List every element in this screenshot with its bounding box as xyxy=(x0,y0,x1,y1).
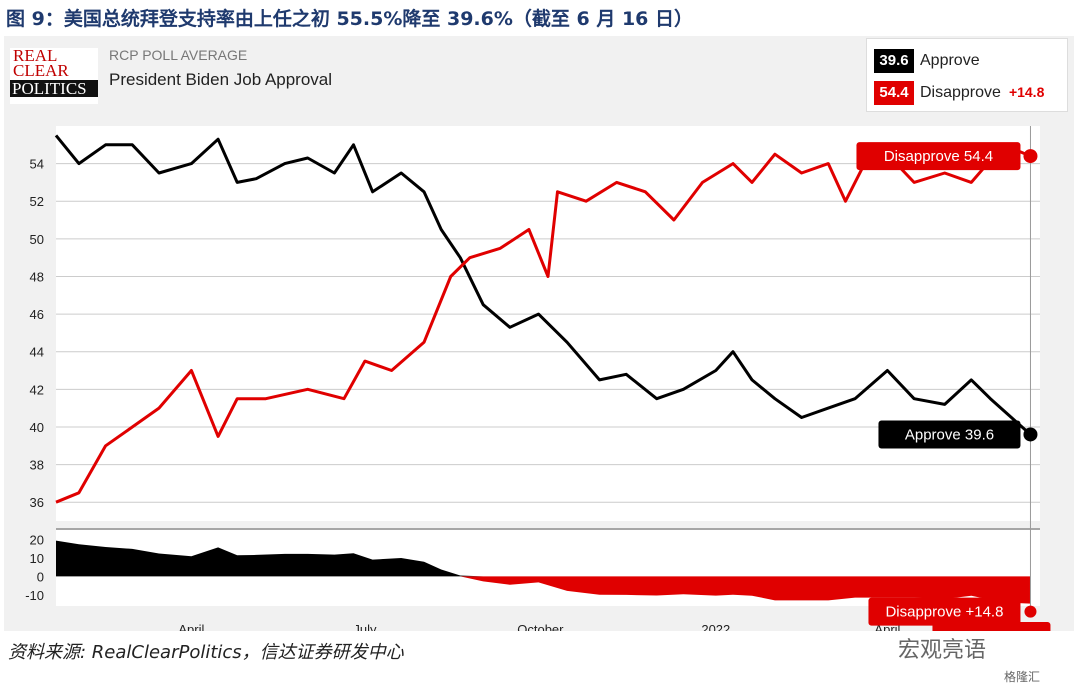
y-tick-48: 48 xyxy=(30,269,44,284)
logo-line-clear: CLEAR xyxy=(13,61,69,80)
spread-tick-0: 0 xyxy=(37,569,44,584)
date-label-bg xyxy=(932,622,1051,631)
legend-spread: +14.8 xyxy=(1008,84,1045,100)
date-label-text: Jun 15, 2022 xyxy=(948,628,1035,631)
figure-title: 图 9：美国总统拜登支持率由上任之初 55.5%降至 39.6%（截至 6 月 … xyxy=(6,8,694,30)
approve-end-label-bg xyxy=(878,420,1021,449)
spread-end-label-bg xyxy=(868,597,1021,626)
x-tick-2: October xyxy=(517,622,564,631)
logo-line-real: REAL xyxy=(13,46,58,65)
spread-tick--10: -10 xyxy=(25,588,44,603)
y-tick-50: 50 xyxy=(30,232,44,247)
x-tick-0: April xyxy=(178,622,204,631)
approve-end-label: Approve 39.6 xyxy=(878,420,1021,449)
spread-end-label: Disapprove +14.8 xyxy=(868,597,1021,626)
disapprove-end-label-text: Disapprove 54.4 xyxy=(884,148,993,165)
watermark-secondary: 格隆汇 xyxy=(1004,670,1041,684)
chart-panel: REAL CLEAR POLITICS RCP POLL AVERAGE Pre… xyxy=(4,36,1074,631)
y-tick-46: 46 xyxy=(30,307,44,322)
legend-approve-label: Approve xyxy=(920,52,980,69)
series-line-approve xyxy=(54,134,1032,436)
legend-disapprove-value: 54.4 xyxy=(874,81,914,105)
legend-approve[interactable]: 39.6 Approve xyxy=(874,49,980,73)
y-tick-44: 44 xyxy=(30,345,44,360)
date-label: Jun 15, 2022 xyxy=(932,622,1051,631)
spread-disapprove-lead-area xyxy=(56,576,1031,604)
approve-end-label-text: Approve 39.6 xyxy=(905,426,994,443)
logo-line-politics: POLITICS xyxy=(10,80,98,97)
y-tick-42: 42 xyxy=(30,382,44,397)
chart-title: President Biden Job Approval xyxy=(109,70,333,89)
disapprove-end-label: Disapprove 54.4 xyxy=(856,142,1021,171)
y-tick-36: 36 xyxy=(30,495,44,510)
legend-disapprove-label: Disapprove xyxy=(920,84,1001,101)
chart-subtitle: RCP POLL AVERAGE xyxy=(109,47,248,63)
x-tick-4: April xyxy=(874,622,900,631)
y-tick-40: 40 xyxy=(30,420,44,435)
legend-approve-value: 39.6 xyxy=(874,49,914,73)
spread-approve-lead-area xyxy=(56,540,1031,577)
approval-chart: 36 38 40 42 44 46 48 50 52 54 20 10 0 -10 April July Oct… xyxy=(25,126,1051,631)
x-tick-3: 2022 xyxy=(701,622,730,631)
legend-box: 39.6 Approve 54.4 Disapprove +14.8 xyxy=(866,38,1068,112)
chart-header: REAL CLEAR POLITICS RCP POLL AVERAGE Pre… xyxy=(4,36,1074,128)
spread-tick-10: 10 xyxy=(30,551,44,566)
rcp-logo: REAL CLEAR POLITICS xyxy=(10,46,98,104)
legend-disapprove[interactable]: 54.4 Disapprove +14.8 xyxy=(874,80,1045,105)
y-tick-38: 38 xyxy=(30,458,44,473)
spread-end-label-text: Disapprove +14.8 xyxy=(885,604,1003,621)
y-tick-54: 54 xyxy=(30,157,44,172)
spread-end-dot xyxy=(1024,605,1037,618)
x-tick-1: July xyxy=(353,622,377,631)
spread-tick-20: 20 xyxy=(30,533,44,548)
source-note: 资料来源: RealClearPolitics，信达证券研发中心 xyxy=(8,642,404,663)
watermark-main: 宏观亮语 xyxy=(898,638,987,663)
y-tick-52: 52 xyxy=(30,194,44,209)
approve-end-dot xyxy=(1023,427,1038,442)
disapprove-end-dot xyxy=(1023,149,1038,164)
disapprove-end-label-bg xyxy=(856,142,1021,171)
